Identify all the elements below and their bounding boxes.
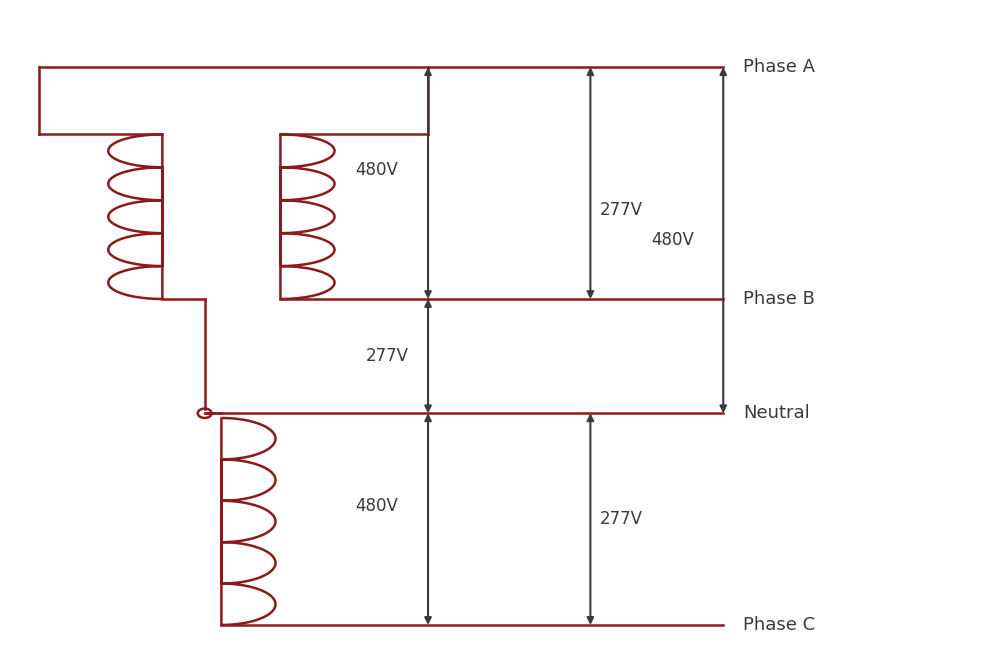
Text: 480V: 480V <box>355 497 399 515</box>
Text: 277V: 277V <box>600 510 644 528</box>
Text: Phase C: Phase C <box>743 616 815 634</box>
Text: Neutral: Neutral <box>743 405 810 422</box>
Text: 480V: 480V <box>355 161 399 179</box>
Text: 480V: 480V <box>650 231 694 249</box>
Text: 277V: 277V <box>365 347 408 365</box>
Text: Phase B: Phase B <box>743 290 815 308</box>
Text: 277V: 277V <box>600 201 644 219</box>
Text: Phase A: Phase A <box>743 58 815 76</box>
